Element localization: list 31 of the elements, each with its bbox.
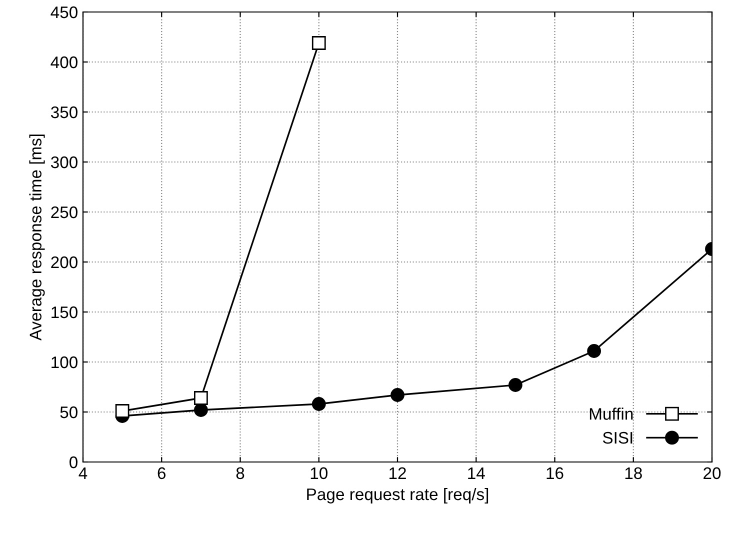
y-axis-title: Average response time [ms] [29,134,45,341]
x-tick-label: 16 [546,467,564,480]
legend-label: Muffin [590,408,633,420]
point [312,36,326,50]
y-tick-label: 0 [70,456,78,468]
x-tick-label: 8 [236,467,244,480]
y-tick-label: 50 [60,406,78,418]
y-tick-label: 400 [50,56,78,68]
x-tick-label: 14 [468,467,485,479]
y-tick-label: 300 [50,156,78,168]
y-tick-label: 350 [50,106,78,118]
point [587,344,602,358]
y-tick-label: 150 [52,306,78,318]
y-tick-label: 250 [51,206,78,218]
legend-label: SISI [602,432,632,444]
point [115,404,130,418]
point [194,403,208,417]
x-tick-label: 18 [625,467,642,480]
point [194,391,208,405]
x-axis-title: Page request rate [req/s] [307,488,488,504]
y-tick-label: 450 [50,6,78,18]
x-tick-label: 12 [390,467,406,479]
point [312,397,326,411]
y-tick-label: 100 [52,356,78,368]
x-tick-label: 4 [78,467,88,479]
x-tick-label: 20 [704,467,721,480]
x-tick-label: 6 [158,467,166,480]
point [390,388,404,402]
y-tick-label: 200 [51,256,78,268]
x-tick-label: 10 [310,467,328,480]
point [508,378,522,392]
